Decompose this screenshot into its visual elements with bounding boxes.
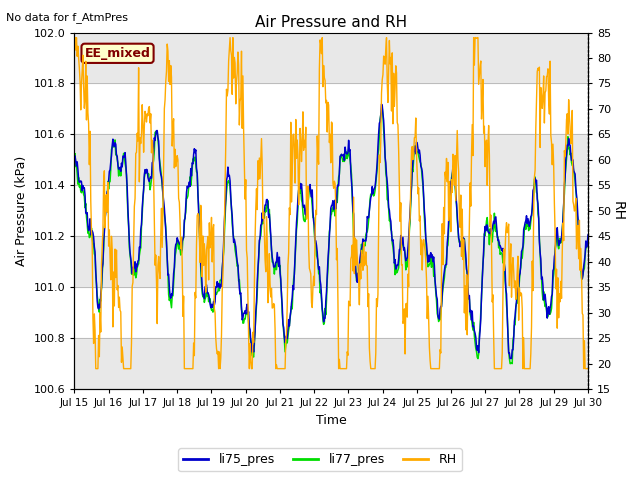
Bar	[74, 134, 588, 185]
Bar	[74, 236, 588, 287]
X-axis label: Time: Time	[316, 414, 346, 427]
Text: EE_mixed: EE_mixed	[84, 47, 150, 60]
Bar	[74, 338, 588, 389]
Text: No data for f_AtmPres: No data for f_AtmPres	[6, 12, 129, 23]
Y-axis label: Air Pressure (kPa): Air Pressure (kPa)	[15, 156, 28, 266]
Y-axis label: RH: RH	[611, 201, 625, 221]
Title: Air Pressure and RH: Air Pressure and RH	[255, 15, 407, 30]
Legend: li75_pres, li77_pres, RH: li75_pres, li77_pres, RH	[179, 448, 461, 471]
Bar	[74, 33, 588, 84]
